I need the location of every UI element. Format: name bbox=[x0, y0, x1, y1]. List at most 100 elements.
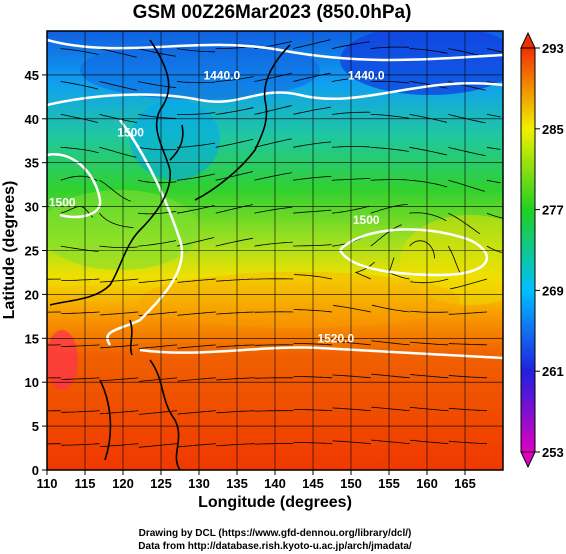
streamline-129 bbox=[371, 373, 410, 379]
x-tick-label-165: 165 bbox=[454, 476, 476, 491]
streamline-122 bbox=[99, 377, 139, 382]
streamline-155 bbox=[448, 440, 488, 445]
streamline-69 bbox=[409, 212, 447, 222]
x-tick-label-145: 145 bbox=[302, 476, 324, 491]
streamline-20 bbox=[370, 80, 410, 84]
streamline-146 bbox=[99, 443, 139, 448]
warm-band bbox=[140, 272, 460, 328]
y-tick-label-30: 30 bbox=[25, 200, 39, 215]
streamline-49 bbox=[99, 179, 131, 202]
streamline-45 bbox=[409, 146, 448, 156]
streamline-111 bbox=[138, 344, 178, 349]
streamline-123 bbox=[138, 377, 178, 382]
colorbar-tick-label-261: 261 bbox=[542, 364, 564, 379]
x-tick-label-155: 155 bbox=[378, 476, 400, 491]
contour-label-3: 1500 bbox=[49, 196, 76, 210]
credit-data: Data from http://database.rish.kyoto-u.a… bbox=[138, 541, 412, 552]
contour-1520 bbox=[139, 346, 503, 360]
streamline-38 bbox=[138, 146, 177, 151]
streamline-148 bbox=[177, 443, 216, 448]
y-tick-label-15: 15 bbox=[25, 331, 39, 346]
streamline-133 bbox=[61, 410, 100, 413]
streamline-21 bbox=[409, 81, 448, 89]
streamline-94 bbox=[410, 278, 449, 284]
streamline-85 bbox=[61, 278, 100, 281]
y-axis: 0 5 10 15 20 25 30 35 40 45 bbox=[25, 68, 47, 478]
streamline-47 bbox=[486, 146, 501, 150]
streamline-93 bbox=[388, 257, 410, 280]
coast-indochina bbox=[99, 379, 112, 461]
streamline-113 bbox=[216, 344, 255, 348]
streamline-88 bbox=[177, 278, 216, 283]
streamline-2 bbox=[138, 48, 176, 57]
streamline-149 bbox=[216, 443, 255, 447]
y-axis-label: Latitude (degrees) bbox=[1, 181, 18, 320]
contour-label-1: 1440.0 bbox=[348, 68, 385, 82]
streamline-35 bbox=[486, 114, 501, 118]
streamlines bbox=[47, 39, 503, 448]
streamline-101 bbox=[216, 311, 255, 315]
streamline-8 bbox=[370, 46, 410, 49]
streamline-44 bbox=[370, 146, 409, 152]
streamline-107 bbox=[448, 311, 488, 315]
streamline-66 bbox=[293, 209, 332, 214]
coast-japan bbox=[194, 44, 291, 201]
streamline-118 bbox=[410, 341, 449, 346]
streamline-41 bbox=[254, 138, 292, 148]
streamline-1 bbox=[99, 48, 137, 58]
cool-patch-japan-sea bbox=[130, 100, 220, 180]
streamline-87 bbox=[138, 278, 178, 284]
streamline-110 bbox=[99, 344, 139, 349]
streamline-135 bbox=[138, 410, 178, 415]
gridlines bbox=[47, 31, 503, 470]
contour-1500-west bbox=[47, 152, 102, 219]
contour-label-0: 1440.0 bbox=[203, 68, 240, 82]
x-tick-label-110: 110 bbox=[37, 476, 58, 491]
streamline-65 bbox=[254, 206, 293, 214]
streamline-71 bbox=[486, 212, 503, 219]
y-tick-label-5: 5 bbox=[32, 419, 39, 434]
streamline-70 bbox=[448, 212, 481, 235]
x-axis: 110 115 120 125 130 135 140 145 150 155 160 165 bbox=[37, 470, 476, 491]
streamline-40 bbox=[215, 138, 254, 148]
streamline-143 bbox=[448, 407, 488, 412]
streamline-61 bbox=[99, 212, 134, 228]
streamline-14 bbox=[138, 81, 177, 88]
streamline-117 bbox=[371, 340, 410, 346]
contour-label-4: 1500 bbox=[353, 213, 380, 227]
colorbar-max-arrow bbox=[520, 31, 536, 49]
streamline-78 bbox=[293, 244, 332, 247]
streamline-37 bbox=[99, 146, 137, 158]
streamline-92 bbox=[354, 261, 375, 280]
streamline-54 bbox=[293, 176, 332, 181]
streamline-98 bbox=[99, 311, 139, 316]
streamline-32 bbox=[370, 114, 409, 119]
streamline-80 bbox=[370, 224, 402, 247]
streamline-152 bbox=[332, 440, 371, 445]
y-tick-label-40: 40 bbox=[25, 112, 39, 127]
streamline-147 bbox=[138, 443, 178, 448]
x-tick-label-125: 125 bbox=[150, 476, 172, 491]
streamline-126 bbox=[254, 377, 294, 379]
streamline-30 bbox=[293, 106, 331, 115]
streamline-12 bbox=[60, 81, 99, 90]
contour-label-5: 1520.0 bbox=[317, 332, 354, 346]
x-tick-label-115: 115 bbox=[75, 476, 96, 491]
streamline-89 bbox=[216, 278, 255, 282]
streamline-145 bbox=[61, 443, 100, 446]
streamline-109 bbox=[61, 344, 100, 347]
credit-drawing: Drawing by DCL (https://www.gfd-dennou.o… bbox=[139, 528, 412, 539]
streamline-64 bbox=[215, 204, 253, 214]
streamline-16 bbox=[215, 76, 254, 82]
streamline-154 bbox=[410, 439, 449, 445]
colorbar-tick-label-253: 253 bbox=[542, 445, 564, 460]
streamline-121 bbox=[61, 377, 100, 380]
contour-1500-high bbox=[338, 228, 489, 277]
streamline-106 bbox=[409, 310, 449, 313]
chart-title: GSM 00Z26Mar2023 (850.0hPa) bbox=[133, 2, 412, 23]
x-tick-label-150: 150 bbox=[340, 476, 362, 491]
cold-patch-ne bbox=[340, 31, 503, 95]
x-tick-label-140: 140 bbox=[264, 476, 286, 491]
y-tick-label-35: 35 bbox=[25, 156, 39, 171]
